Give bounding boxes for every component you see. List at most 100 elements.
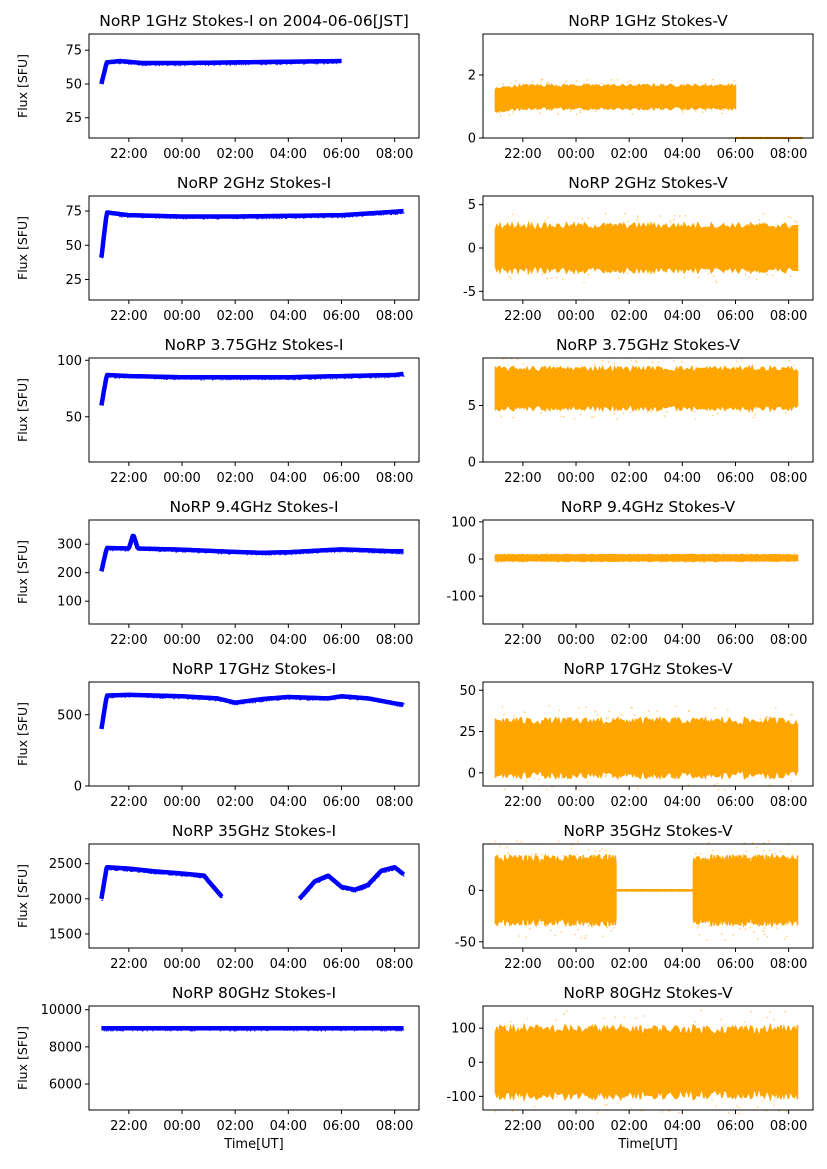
data-point xyxy=(295,217,297,219)
data-point xyxy=(794,234,797,237)
data-point xyxy=(322,878,324,881)
data-point xyxy=(120,216,122,218)
data-point xyxy=(299,699,301,701)
data-point xyxy=(368,885,370,888)
data-point xyxy=(127,216,129,218)
data-point xyxy=(634,734,636,736)
data-point xyxy=(568,239,570,241)
data-point xyxy=(181,215,183,217)
data-point xyxy=(104,881,106,883)
data-point xyxy=(237,216,239,218)
data-point xyxy=(581,217,584,220)
data-point xyxy=(494,840,497,843)
data-point xyxy=(617,277,620,279)
data-point xyxy=(159,872,161,874)
data-point xyxy=(260,701,262,703)
data-point xyxy=(574,933,576,936)
data-point xyxy=(144,64,146,66)
axes-frame xyxy=(88,357,420,463)
data-point xyxy=(316,60,318,62)
x-tick-label: 06:00 xyxy=(717,795,754,810)
data-point xyxy=(605,717,608,720)
data-point xyxy=(593,856,595,859)
data-point xyxy=(375,551,377,553)
data-point xyxy=(323,697,325,699)
data-point xyxy=(242,701,244,703)
data-point xyxy=(565,80,568,83)
data-point xyxy=(178,550,180,552)
data-point xyxy=(182,217,184,219)
data-point xyxy=(307,890,309,892)
data-point xyxy=(601,104,603,107)
data-point xyxy=(544,410,547,412)
data-point xyxy=(234,550,236,552)
data-point xyxy=(159,548,161,550)
data-point xyxy=(368,373,370,375)
data-point xyxy=(329,213,331,215)
data-point xyxy=(150,215,152,217)
data-point xyxy=(124,869,126,871)
data-point xyxy=(313,377,315,379)
data-point xyxy=(793,561,795,563)
data-point xyxy=(216,62,218,64)
data-point xyxy=(323,699,325,701)
data-point xyxy=(187,63,189,65)
data-point xyxy=(313,699,316,701)
data-point xyxy=(157,873,159,875)
data-point xyxy=(312,884,314,886)
data-point xyxy=(126,870,128,872)
data-point xyxy=(496,246,498,248)
data-point xyxy=(669,221,672,224)
data-point xyxy=(155,550,157,552)
data-point xyxy=(118,695,120,697)
data-point xyxy=(610,405,613,408)
data-point xyxy=(784,411,787,414)
data-point xyxy=(150,871,152,874)
data-point xyxy=(577,253,579,256)
data-point xyxy=(200,696,202,698)
data-point xyxy=(122,376,124,378)
data-point xyxy=(502,85,505,88)
data-point xyxy=(151,216,153,218)
x-tick-label: 08:00 xyxy=(376,471,413,486)
data-point xyxy=(530,853,533,856)
data-point xyxy=(326,62,328,65)
data-point xyxy=(335,697,337,699)
data-point xyxy=(266,552,268,554)
data-point xyxy=(199,62,201,65)
data-point xyxy=(662,560,665,562)
data-point xyxy=(322,62,324,64)
data-point xyxy=(593,94,595,96)
data-point xyxy=(361,551,363,553)
data-point xyxy=(180,696,182,698)
data-point xyxy=(146,695,148,697)
data-point xyxy=(269,61,271,63)
data-point xyxy=(170,871,172,873)
data-point xyxy=(531,558,533,560)
data-point xyxy=(183,551,185,553)
data-point xyxy=(276,551,278,553)
data-point xyxy=(236,214,238,216)
data-point xyxy=(111,59,114,61)
data-point xyxy=(693,370,695,373)
data-point xyxy=(234,217,236,219)
data-point xyxy=(186,216,188,218)
data-point xyxy=(248,62,250,64)
data-point xyxy=(326,548,328,550)
x-tick-label: 02:00 xyxy=(610,147,647,162)
data-point xyxy=(103,394,105,396)
data-point xyxy=(202,217,204,219)
data-point xyxy=(269,61,271,63)
data-point xyxy=(170,64,172,66)
data-point xyxy=(604,909,607,911)
data-point xyxy=(498,111,501,114)
data-point xyxy=(574,910,577,913)
data-point xyxy=(142,63,144,66)
data-point xyxy=(336,376,338,378)
data-point xyxy=(360,886,362,888)
data-point xyxy=(584,384,586,387)
data-point xyxy=(272,60,274,62)
data-point xyxy=(279,63,281,65)
data-point xyxy=(609,761,611,764)
data-point xyxy=(389,868,391,870)
